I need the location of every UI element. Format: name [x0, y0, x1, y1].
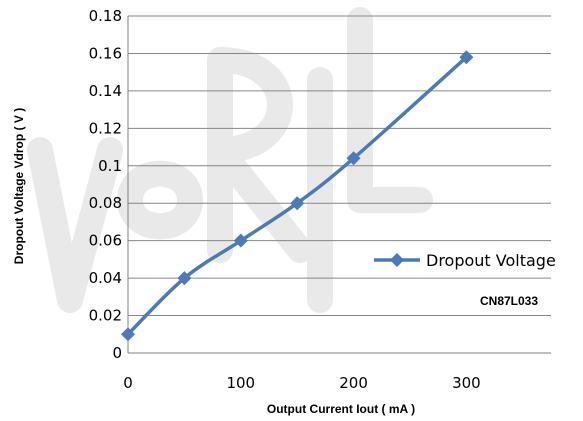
chart-annotation: CN87L033 [480, 294, 538, 308]
x-tick-labels: 0 100 200 300 [123, 374, 480, 392]
x-tick-label: 200 [339, 374, 368, 392]
y-tick-label: 0.14 [89, 82, 122, 100]
y-tick-label: 0.16 [89, 44, 122, 62]
legend: Dropout Voltage [374, 251, 556, 270]
x-tick-label: 100 [226, 374, 255, 392]
y-tick-label: 0.1 [98, 157, 122, 175]
legend-label: Dropout Voltage [426, 251, 556, 270]
x-axis-title: Output Current Iout ( mA ) [267, 402, 415, 416]
y-tick-label: 0 [112, 344, 122, 362]
y-tick-label: 0.06 [89, 232, 122, 250]
x-tick-label: 0 [123, 374, 133, 392]
y-tick-label: 0.04 [89, 269, 122, 287]
y-tick-label: 0.02 [89, 307, 122, 325]
legend-marker [390, 253, 404, 267]
y-axis-title: Dropout Voltage Vdrop ( V ) [12, 108, 26, 264]
y-tick-label: 0.18 [89, 7, 122, 25]
y-tick-label: 0.08 [89, 194, 122, 212]
x-tick-label: 300 [452, 374, 481, 392]
y-tick-label: 0.12 [89, 119, 122, 137]
